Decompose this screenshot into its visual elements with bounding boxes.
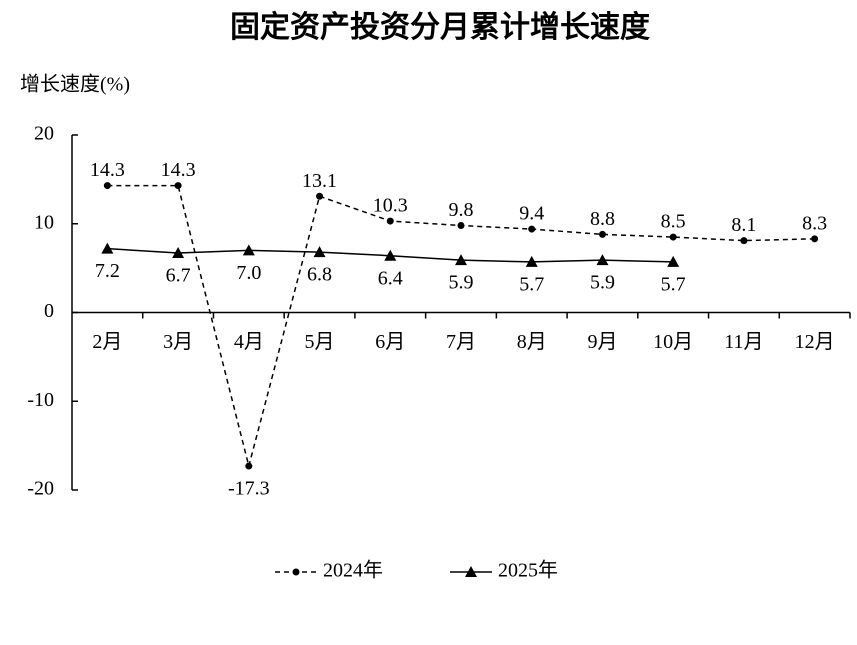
data-label: 7.2 — [95, 260, 120, 282]
legend-label: 2025年 — [498, 559, 558, 582]
data-label: -17.3 — [228, 478, 270, 500]
y-tick-label: -20 — [27, 478, 54, 500]
x-tick-label: 8月 — [517, 331, 547, 353]
x-tick-label: 10月 — [653, 331, 693, 353]
y-tick-label: 0 — [44, 300, 54, 322]
data-label: 5.9 — [449, 272, 474, 294]
data-label: 10.3 — [373, 195, 408, 217]
data-label: 5.7 — [519, 274, 544, 296]
data-point — [101, 242, 114, 254]
data-point — [528, 225, 536, 233]
data-label: 6.4 — [378, 267, 403, 289]
data-point — [245, 462, 253, 470]
data-point — [384, 249, 397, 261]
x-tick-label: 6月 — [375, 331, 405, 353]
data-point — [172, 247, 185, 259]
legend-label: 2024年 — [323, 559, 383, 582]
data-label: 5.7 — [661, 274, 686, 296]
data-point — [596, 254, 609, 266]
data-point — [740, 237, 748, 245]
x-tick-label: 11月 — [724, 331, 763, 353]
data-point — [669, 233, 677, 241]
data-label: 7.0 — [236, 262, 261, 284]
data-point — [313, 246, 326, 258]
data-label: 6.8 — [307, 264, 332, 286]
y-tick-label: -10 — [27, 389, 54, 411]
data-label: 13.1 — [302, 170, 337, 192]
data-label: 14.3 — [161, 159, 196, 181]
data-point — [316, 192, 324, 200]
chart-title: 固定资产投资分月累计增长速度 — [230, 10, 650, 44]
x-tick-label: 7月 — [446, 331, 476, 353]
legend-marker — [465, 566, 477, 577]
y-tick-label: 20 — [34, 123, 54, 145]
data-label: 14.3 — [90, 159, 125, 181]
data-point — [525, 255, 538, 267]
data-label: 6.7 — [166, 265, 191, 287]
data-label: 9.8 — [449, 199, 474, 221]
y-tick-label: 10 — [34, 211, 54, 233]
data-label: 8.1 — [731, 214, 756, 236]
y-axis-label: 增长速度(%) — [20, 73, 130, 96]
data-point — [455, 254, 467, 266]
x-tick-label: 3月 — [163, 331, 193, 353]
data-label: 9.4 — [519, 203, 544, 225]
data-point — [667, 255, 680, 267]
legend-marker — [292, 568, 300, 576]
x-tick-label: 9月 — [587, 331, 617, 353]
data-point — [457, 222, 465, 230]
data-point — [811, 235, 819, 243]
data-point — [386, 217, 394, 225]
data-label: 8.8 — [590, 208, 615, 230]
data-label: 8.3 — [802, 212, 827, 234]
x-tick-label: 2月 — [92, 331, 122, 353]
x-tick-label: 12月 — [795, 331, 835, 353]
data-point — [242, 244, 255, 256]
x-tick-label: 4月 — [234, 331, 264, 353]
data-label: 8.5 — [661, 211, 686, 233]
data-label: 5.9 — [590, 272, 615, 294]
data-point — [598, 230, 606, 238]
data-point — [174, 182, 182, 190]
data-point — [103, 182, 111, 190]
x-tick-label: 5月 — [305, 331, 335, 353]
